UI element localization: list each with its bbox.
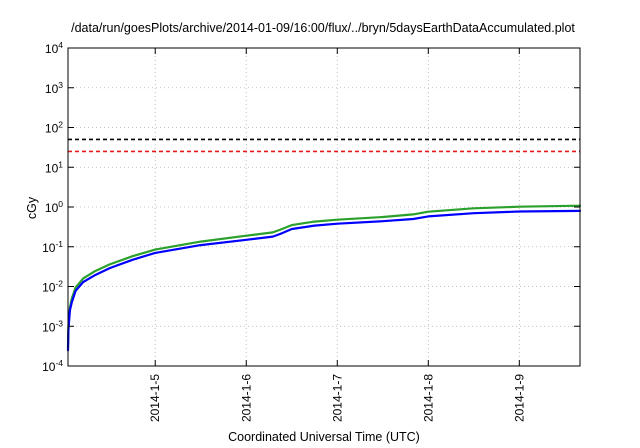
x-tick-label: 2014-1-9 [512,374,526,422]
x-tick-label: 2014-1-6 [239,374,253,422]
x-axis-label: Coordinated Universal Time (UTC) [228,430,420,444]
y-tick-label: 104 [45,40,63,56]
y-tick-label: 10-2 [42,279,63,295]
y-axis: 10-4 10-3 10-2 10-1 100 101 102 103 104 [42,40,580,374]
series-lines [66,204,582,352]
x-tick-label: 2014-1-8 [421,374,435,422]
x-axis: 2014-1-5 2014-1-6 2014-1-7 2014-1-8 2014-1-9 [148,48,526,422]
y-tick-label: 10-4 [42,358,63,374]
series-line [66,209,582,352]
series-line [66,204,582,349]
y-axis-label: cGy [25,196,39,219]
threshold-lines [68,138,580,153]
y-tick-label: 100 [45,199,63,215]
y-tick-label: 103 [45,80,63,96]
y-tick-label: 10-3 [42,318,63,334]
y-tick-label: 102 [45,120,63,136]
chart-title: /data/run/goesPlots/archive/2014-01-09/1… [71,21,575,35]
x-tick-label: 2014-1-7 [330,374,344,422]
x-tick-label: 2014-1-5 [148,374,162,422]
grid [68,48,580,366]
y-tick-label: 10-1 [42,239,63,255]
y-tick-label: 101 [45,159,63,175]
